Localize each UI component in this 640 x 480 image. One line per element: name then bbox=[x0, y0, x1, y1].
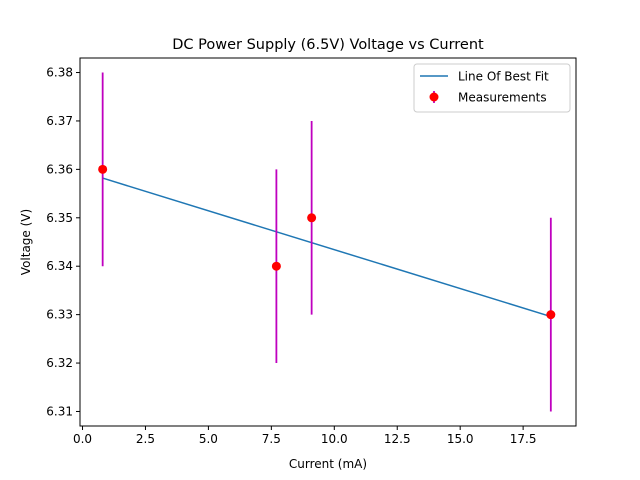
x-tick-label: 7.5 bbox=[262, 432, 281, 446]
x-tick-label: 15.0 bbox=[447, 432, 474, 446]
data-point bbox=[307, 213, 317, 223]
legend: Line Of Best Fit Measurements bbox=[413, 63, 571, 113]
legend-label-measurements: Measurements bbox=[458, 91, 547, 105]
y-tick-label: 6.36 bbox=[46, 162, 73, 176]
y-tick-label: 6.38 bbox=[46, 66, 73, 80]
y-tick-label: 6.34 bbox=[46, 259, 73, 273]
legend-frame bbox=[413, 63, 571, 113]
plot-area bbox=[98, 72, 556, 412]
x-tick-label: 10.0 bbox=[321, 432, 348, 446]
axes-frame bbox=[79, 57, 577, 427]
data-point bbox=[546, 310, 556, 320]
data-point bbox=[271, 261, 281, 271]
y-tick-label: 6.35 bbox=[46, 211, 73, 225]
x-tick-label: 0.0 bbox=[73, 432, 92, 446]
x-tick-label: 5.0 bbox=[199, 432, 218, 446]
chart-title: DC Power Supply (6.5V) Voltage vs Curren… bbox=[172, 37, 484, 53]
y-tick-label: 6.37 bbox=[46, 114, 73, 128]
x-tick-label: 12.5 bbox=[384, 432, 411, 446]
y-tick-label: 6.33 bbox=[46, 308, 73, 322]
x-tick-label: 2.5 bbox=[136, 432, 155, 446]
axis-ticks: 0.0 2.5 5.0 7.5 10.0 12.5 15.0 17.5 6.31 6.32 6.33… bbox=[46, 57, 577, 446]
y-tick-label: 6.31 bbox=[46, 404, 73, 418]
y-tick-label: 6.32 bbox=[46, 356, 73, 370]
legend-label-fit: Line Of Best Fit bbox=[458, 70, 549, 84]
data-point bbox=[98, 164, 108, 174]
x-axis-label: Current (mA) bbox=[289, 457, 367, 471]
x-tick-label: 17.5 bbox=[510, 432, 537, 446]
best-fit-line bbox=[102, 177, 552, 318]
y-axis-label: Voltage (V) bbox=[19, 209, 33, 275]
legend-marker-swatch bbox=[429, 92, 439, 102]
